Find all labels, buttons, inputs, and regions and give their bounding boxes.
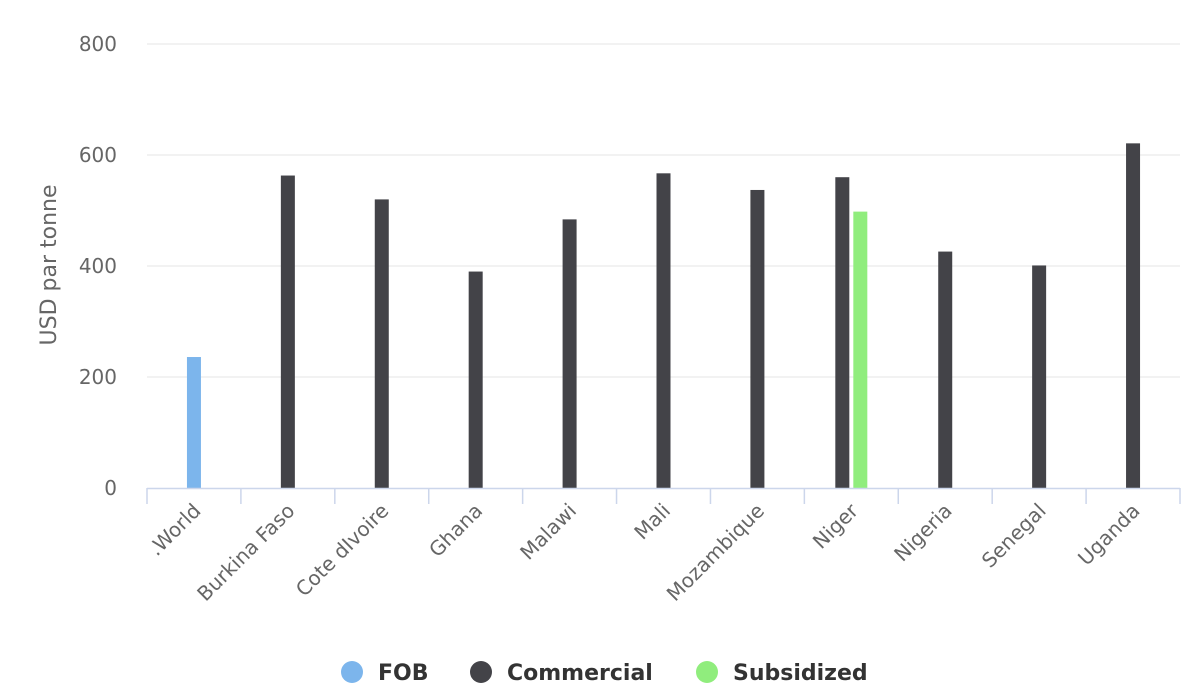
x-category-label: Malawi xyxy=(515,499,581,565)
legend-marker xyxy=(470,661,492,683)
x-category-label: Ghana xyxy=(424,499,487,562)
legend-label: Subsidized xyxy=(733,661,868,686)
bar-commercial-1[interactable] xyxy=(280,175,295,488)
bar-commercial-9[interactable] xyxy=(1032,265,1047,488)
bar-fob-0[interactable] xyxy=(186,357,201,488)
bar-subsidized-7[interactable] xyxy=(853,211,868,489)
x-category-label: Nigeria xyxy=(889,499,957,567)
y-tick-label: 800 xyxy=(79,32,117,56)
y-tick-label: 400 xyxy=(79,254,117,278)
bar-commercial-4[interactable] xyxy=(562,219,577,488)
legend-marker xyxy=(341,661,363,683)
bar-commercial-8[interactable] xyxy=(938,251,953,488)
legend-item-commercial[interactable]: Commercial xyxy=(470,661,653,686)
x-category-label: .World xyxy=(143,499,205,561)
legend[interactable]: FOB Commercial Subsidized xyxy=(341,661,868,686)
y-tick-label: 200 xyxy=(79,365,117,389)
legend-item-fob[interactable]: FOB xyxy=(341,661,429,686)
x-category-label: Cote dIvoire xyxy=(291,499,394,602)
bar-commercial-10[interactable] xyxy=(1126,143,1141,488)
bar-commercial-2[interactable] xyxy=(374,199,389,488)
bar-commercial-3[interactable] xyxy=(468,271,483,488)
x-category-label: Burkina Faso xyxy=(192,499,299,606)
legend-marker xyxy=(696,661,718,683)
bar-commercial-6[interactable] xyxy=(750,189,765,488)
x-category-label: Uganda xyxy=(1073,499,1145,571)
x-category-label: Mali xyxy=(629,499,675,545)
bars xyxy=(186,143,1141,489)
legend-label: FOB xyxy=(378,661,429,686)
y-axis-ticks: 0 200 400 600 800 xyxy=(79,32,117,500)
bar-commercial-7[interactable] xyxy=(835,177,850,488)
y-axis-title: USD par tonne xyxy=(37,185,62,346)
x-category-label: Mozambique xyxy=(662,499,769,606)
x-category-label: Senegal xyxy=(977,499,1051,573)
bar-commercial-5[interactable] xyxy=(656,173,671,488)
x-category-label: Niger xyxy=(808,498,864,554)
legend-label: Commercial xyxy=(507,661,653,686)
x-axis xyxy=(146,487,1181,504)
y-tick-label: 600 xyxy=(79,143,117,167)
legend-item-subsidized[interactable]: Subsidized xyxy=(696,661,868,686)
y-tick-label: 0 xyxy=(104,476,117,500)
